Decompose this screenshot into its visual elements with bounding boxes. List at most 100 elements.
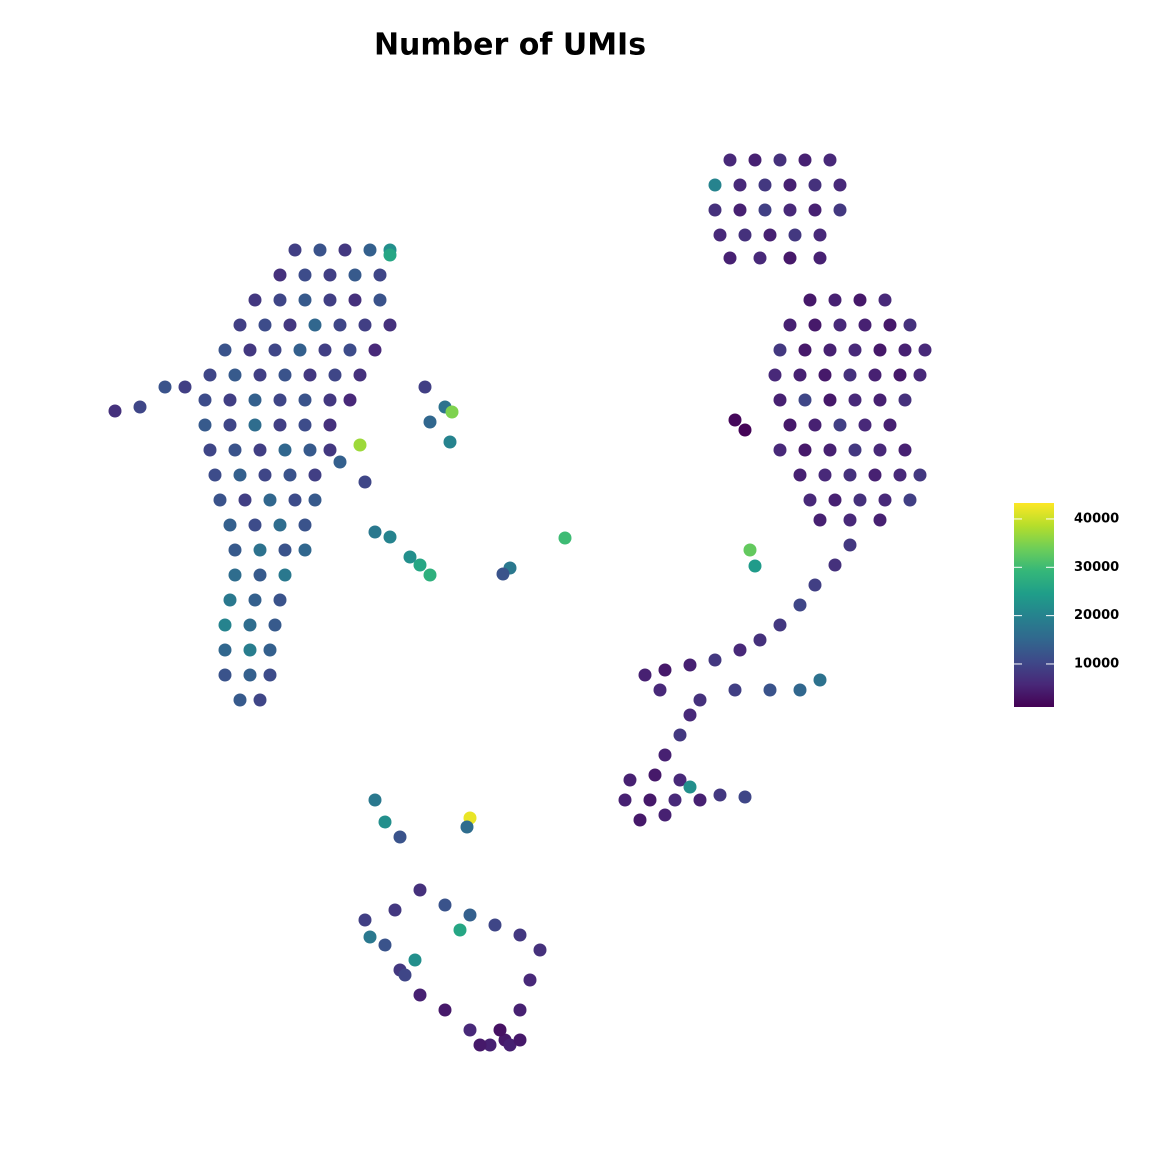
point: [273, 593, 287, 607]
point: [233, 318, 247, 332]
point: [803, 293, 817, 307]
point: [843, 538, 857, 552]
point: [228, 443, 242, 457]
point: [558, 531, 572, 545]
point: [223, 393, 237, 407]
point: [298, 518, 312, 532]
point: [496, 567, 510, 581]
point: [273, 418, 287, 432]
point: [253, 568, 267, 582]
point: [413, 988, 427, 1002]
point: [358, 475, 372, 489]
point: [248, 518, 262, 532]
point: [843, 368, 857, 382]
point: [873, 343, 887, 357]
point: [693, 793, 707, 807]
point: [683, 780, 697, 794]
point: [308, 318, 322, 332]
point: [413, 558, 427, 572]
point: [445, 405, 459, 419]
point: [513, 1033, 527, 1047]
point: [223, 418, 237, 432]
point: [658, 748, 672, 762]
point: [383, 530, 397, 544]
point: [668, 793, 682, 807]
point: [233, 468, 247, 482]
point: [813, 513, 827, 527]
point: [513, 1003, 527, 1017]
point: [473, 1038, 487, 1052]
point: [773, 153, 787, 167]
point: [898, 343, 912, 357]
point: [333, 318, 347, 332]
point: [318, 343, 332, 357]
point: [203, 443, 217, 457]
point: [713, 788, 727, 802]
point: [413, 883, 427, 897]
point: [493, 1023, 507, 1037]
points: [108, 153, 932, 1052]
point: [278, 443, 292, 457]
point: [738, 228, 752, 242]
point: [758, 178, 772, 192]
point: [253, 368, 267, 382]
point: [858, 318, 872, 332]
point: [308, 468, 322, 482]
point: [828, 493, 842, 507]
point: [818, 368, 832, 382]
point: [793, 368, 807, 382]
point: [708, 653, 722, 667]
point: [253, 443, 267, 457]
point: [363, 243, 377, 257]
point: [803, 493, 817, 507]
point: [823, 153, 837, 167]
point: [443, 435, 457, 449]
point: [843, 513, 857, 527]
point: [423, 415, 437, 429]
point: [848, 343, 862, 357]
point: [228, 568, 242, 582]
point: [158, 380, 172, 394]
point: [708, 203, 722, 217]
point: [743, 543, 757, 557]
point: [238, 493, 252, 507]
point: [203, 368, 217, 382]
point: [683, 708, 697, 722]
point: [258, 318, 272, 332]
point: [658, 808, 672, 822]
point: [783, 203, 797, 217]
point: [363, 930, 377, 944]
point: [283, 468, 297, 482]
point: [198, 418, 212, 432]
point: [198, 393, 212, 407]
point: [783, 418, 797, 432]
point: [208, 468, 222, 482]
point: [823, 443, 837, 457]
point: [808, 318, 822, 332]
point: [338, 243, 352, 257]
point: [783, 318, 797, 332]
point: [653, 683, 667, 697]
point: [793, 598, 807, 612]
point: [278, 568, 292, 582]
point: [808, 203, 822, 217]
point: [343, 393, 357, 407]
point: [438, 1003, 452, 1017]
point: [273, 518, 287, 532]
point: [693, 693, 707, 707]
point: [303, 443, 317, 457]
point: [873, 513, 887, 527]
point: [808, 178, 822, 192]
point: [798, 393, 812, 407]
point: [333, 455, 347, 469]
point: [763, 228, 777, 242]
point: [783, 178, 797, 192]
point: [853, 493, 867, 507]
point: [273, 268, 287, 282]
point: [218, 618, 232, 632]
point: [323, 393, 337, 407]
point: [288, 493, 302, 507]
point: [268, 618, 282, 632]
point: [733, 203, 747, 217]
